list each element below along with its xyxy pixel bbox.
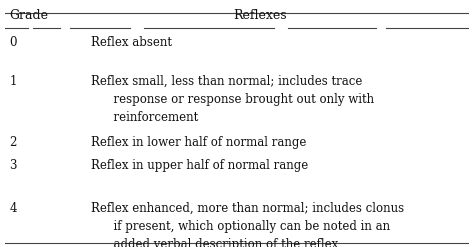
Text: Reflex in upper half of normal range: Reflex in upper half of normal range [91, 159, 308, 172]
Text: 4: 4 [9, 202, 17, 215]
Text: Grade: Grade [9, 9, 48, 21]
Text: 3: 3 [9, 159, 17, 172]
Text: 1: 1 [9, 75, 17, 88]
Text: 2: 2 [9, 136, 17, 149]
Text: Reflex small, less than normal; includes trace
      response or response brough: Reflex small, less than normal; includes… [91, 75, 374, 124]
Text: Reflex absent: Reflex absent [91, 36, 172, 49]
Text: Reflex in lower half of normal range: Reflex in lower half of normal range [91, 136, 306, 149]
Text: Reflex enhanced, more than normal; includes clonus
      if present, which optio: Reflex enhanced, more than normal; inclu… [91, 202, 404, 247]
Text: 0: 0 [9, 36, 17, 49]
Text: Reflexes: Reflexes [233, 9, 287, 21]
